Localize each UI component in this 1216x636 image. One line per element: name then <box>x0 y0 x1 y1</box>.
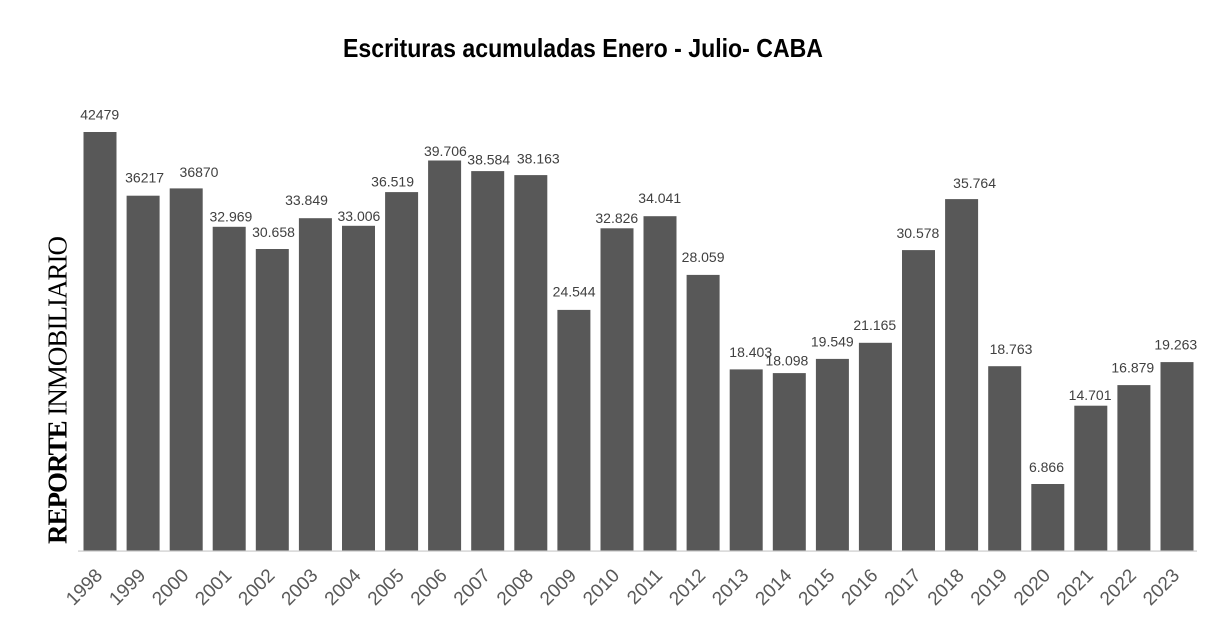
svg-text:18.763: 18.763 <box>990 341 1033 357</box>
svg-text:32.826: 32.826 <box>595 210 638 226</box>
svg-text:34.041: 34.041 <box>638 190 681 206</box>
svg-text:39.706: 39.706 <box>424 143 467 159</box>
svg-text:2006: 2006 <box>407 565 452 610</box>
svg-text:42479: 42479 <box>80 106 119 122</box>
svg-text:35.764: 35.764 <box>953 175 996 191</box>
svg-text:2013: 2013 <box>708 565 753 610</box>
svg-text:24.544: 24.544 <box>553 283 596 299</box>
svg-text:2016: 2016 <box>838 565 883 610</box>
svg-text:2004: 2004 <box>321 565 366 610</box>
svg-text:16.879: 16.879 <box>1111 359 1154 375</box>
svg-text:38.163: 38.163 <box>517 150 560 166</box>
svg-text:2007: 2007 <box>450 565 495 610</box>
svg-text:36.519: 36.519 <box>371 174 414 190</box>
svg-text:2001: 2001 <box>191 565 236 610</box>
svg-text:30.658: 30.658 <box>252 224 295 240</box>
svg-text:2012: 2012 <box>665 565 710 610</box>
svg-text:2008: 2008 <box>493 565 538 610</box>
svg-text:33.006: 33.006 <box>337 208 380 224</box>
svg-text:14.701: 14.701 <box>1069 387 1112 403</box>
svg-text:2014: 2014 <box>752 565 797 610</box>
svg-text:2023: 2023 <box>1139 565 1184 610</box>
svg-text:2009: 2009 <box>536 565 581 610</box>
svg-text:32.969: 32.969 <box>209 209 252 225</box>
svg-text:2015: 2015 <box>795 565 840 610</box>
svg-text:2002: 2002 <box>235 565 280 610</box>
svg-text:REPORTE INMOBILIARIO: REPORTE INMOBILIARIO <box>43 236 73 544</box>
svg-text:28.059: 28.059 <box>682 249 725 265</box>
svg-text:1998: 1998 <box>62 565 107 610</box>
svg-text:36217: 36217 <box>125 170 164 186</box>
svg-text:30.578: 30.578 <box>896 225 939 241</box>
svg-text:6.866: 6.866 <box>1029 459 1064 475</box>
svg-text:19.263: 19.263 <box>1154 336 1197 352</box>
svg-text:2021: 2021 <box>1053 565 1098 610</box>
svg-text:2005: 2005 <box>364 565 409 610</box>
svg-text:33.849: 33.849 <box>285 192 328 208</box>
svg-text:21.165: 21.165 <box>853 317 896 333</box>
svg-text:18.403: 18.403 <box>729 344 772 360</box>
svg-text:2003: 2003 <box>278 565 323 610</box>
svg-text:Escrituras acumuladas Enero -: Escrituras acumuladas Enero - Julio- CAB… <box>343 33 823 63</box>
svg-text:18.098: 18.098 <box>765 352 808 368</box>
svg-text:1999: 1999 <box>105 565 150 610</box>
svg-text:2011: 2011 <box>623 565 667 609</box>
svg-text:2020: 2020 <box>1010 565 1055 610</box>
svg-text:2022: 2022 <box>1096 565 1141 610</box>
svg-text:19.549: 19.549 <box>811 333 854 349</box>
svg-text:38.584: 38.584 <box>467 152 510 168</box>
svg-text:2017: 2017 <box>881 565 926 610</box>
svg-text:2000: 2000 <box>148 565 193 610</box>
svg-text:2018: 2018 <box>924 565 969 610</box>
svg-text:2010: 2010 <box>579 565 624 610</box>
svg-text:2019: 2019 <box>967 565 1012 610</box>
svg-text:36870: 36870 <box>180 164 219 180</box>
